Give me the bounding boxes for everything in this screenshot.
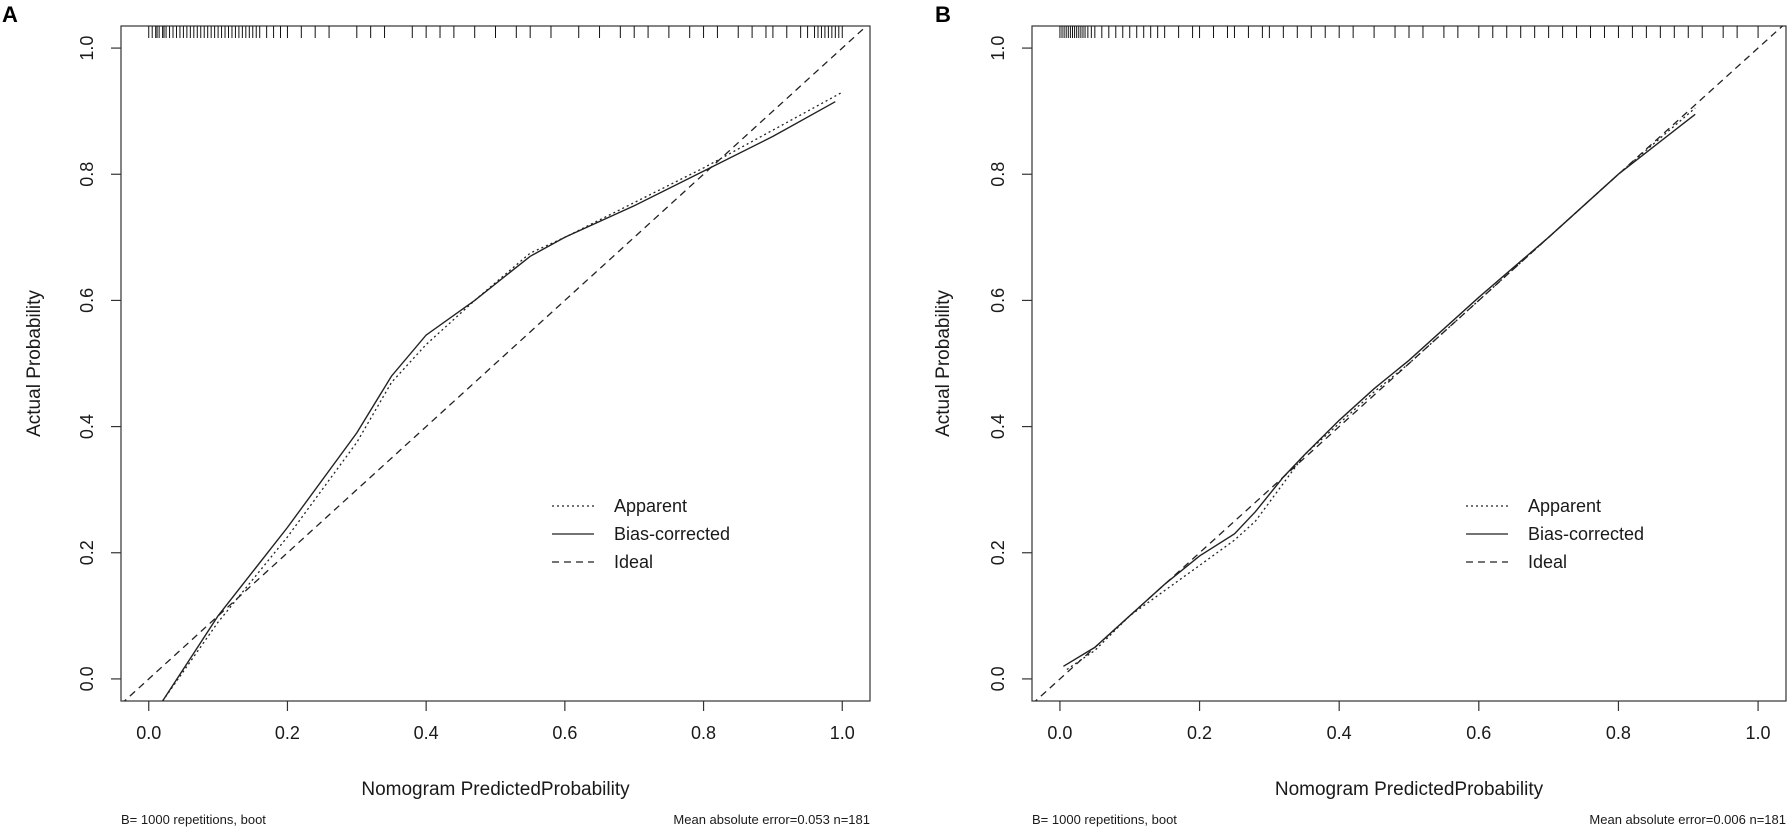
x-tick-label: 1.0 bbox=[1746, 723, 1771, 743]
series-apparent-line bbox=[1066, 107, 1696, 671]
legend-label: Apparent bbox=[614, 496, 687, 516]
series-apparent-line bbox=[162, 91, 843, 701]
x-tick-label: 0.4 bbox=[1327, 723, 1352, 743]
footnote-right: Mean absolute error=0.006 n=181 bbox=[1589, 812, 1786, 827]
x-tick-label: 0.0 bbox=[136, 723, 161, 743]
series-bias-corrected-line bbox=[162, 101, 836, 701]
footnote-right: Mean absolute error=0.053 n=181 bbox=[673, 812, 870, 827]
y-tick-label: 0.6 bbox=[988, 288, 1008, 313]
series-bias-corrected-line bbox=[1063, 113, 1696, 667]
series-group bbox=[123, 26, 868, 701]
series-ideal-line bbox=[1034, 26, 1784, 701]
panel-label: B bbox=[935, 2, 951, 27]
y-tick-label: 0.0 bbox=[77, 666, 97, 691]
series-ideal-line bbox=[123, 26, 868, 701]
panel-a: A 0.0 0.2 0.4 0.6 0.8 1.0 0.0 0.2 0.4 0.6 0.8 1.0 Nom… bbox=[2, 2, 871, 827]
legend: Apparent Bias-corrected Ideal bbox=[1466, 496, 1644, 572]
legend-label: Bias-corrected bbox=[1528, 524, 1644, 544]
y-tick-label: 1.0 bbox=[77, 36, 97, 61]
x-tick-label: 0.6 bbox=[552, 723, 577, 743]
y-tick-label: 0.2 bbox=[77, 540, 97, 565]
x-tick-label: 0.2 bbox=[1187, 723, 1212, 743]
panel-b: B 0.0 0.2 0.4 0.6 0.8 1.0 0.0 0.2 0.4 0.6 0.8 1.0 Nom… bbox=[933, 2, 1787, 827]
footnote-left: B= 1000 repetitions, boot bbox=[1032, 812, 1177, 827]
legend: Apparent Bias-corrected Ideal bbox=[552, 496, 730, 572]
x-tick-label: 0.4 bbox=[414, 723, 439, 743]
footnote-left: B= 1000 repetitions, boot bbox=[121, 812, 266, 827]
y-tick-label: 0.4 bbox=[77, 414, 97, 439]
y-tick-label: 0.0 bbox=[988, 666, 1008, 691]
legend-label: Ideal bbox=[614, 552, 653, 572]
legend-label: Ideal bbox=[1528, 552, 1567, 572]
y-axis-title: Actual Probability bbox=[24, 290, 45, 437]
series-group bbox=[1034, 26, 1784, 701]
x-tick-label: 1.0 bbox=[830, 723, 855, 743]
y-tick-label: 0.2 bbox=[988, 540, 1008, 565]
y-tick-label: 1.0 bbox=[988, 36, 1008, 61]
x-tick-label: 0.8 bbox=[1606, 723, 1631, 743]
y-tick-label: 0.4 bbox=[988, 414, 1008, 439]
y-tick-label: 0.8 bbox=[77, 162, 97, 187]
x-axis-title: Nomogram PredictedProbability bbox=[1275, 779, 1544, 800]
x-tick-label: 0.2 bbox=[275, 723, 300, 743]
x-tick-label: 0.8 bbox=[691, 723, 716, 743]
x-axis-title: Nomogram PredictedProbability bbox=[361, 779, 630, 800]
legend-label: Bias-corrected bbox=[614, 524, 730, 544]
y-tick-label: 0.6 bbox=[77, 288, 97, 313]
y-axis-title: Actual Probability bbox=[933, 290, 954, 437]
y-tick-label: 0.8 bbox=[988, 162, 1008, 187]
x-tick-label: 0.0 bbox=[1047, 723, 1072, 743]
legend-label: Apparent bbox=[1528, 496, 1601, 516]
panel-label: A bbox=[2, 2, 18, 27]
rug-plot bbox=[148, 26, 843, 38]
rug-plot bbox=[1059, 26, 1759, 38]
x-tick-label: 0.6 bbox=[1466, 723, 1491, 743]
